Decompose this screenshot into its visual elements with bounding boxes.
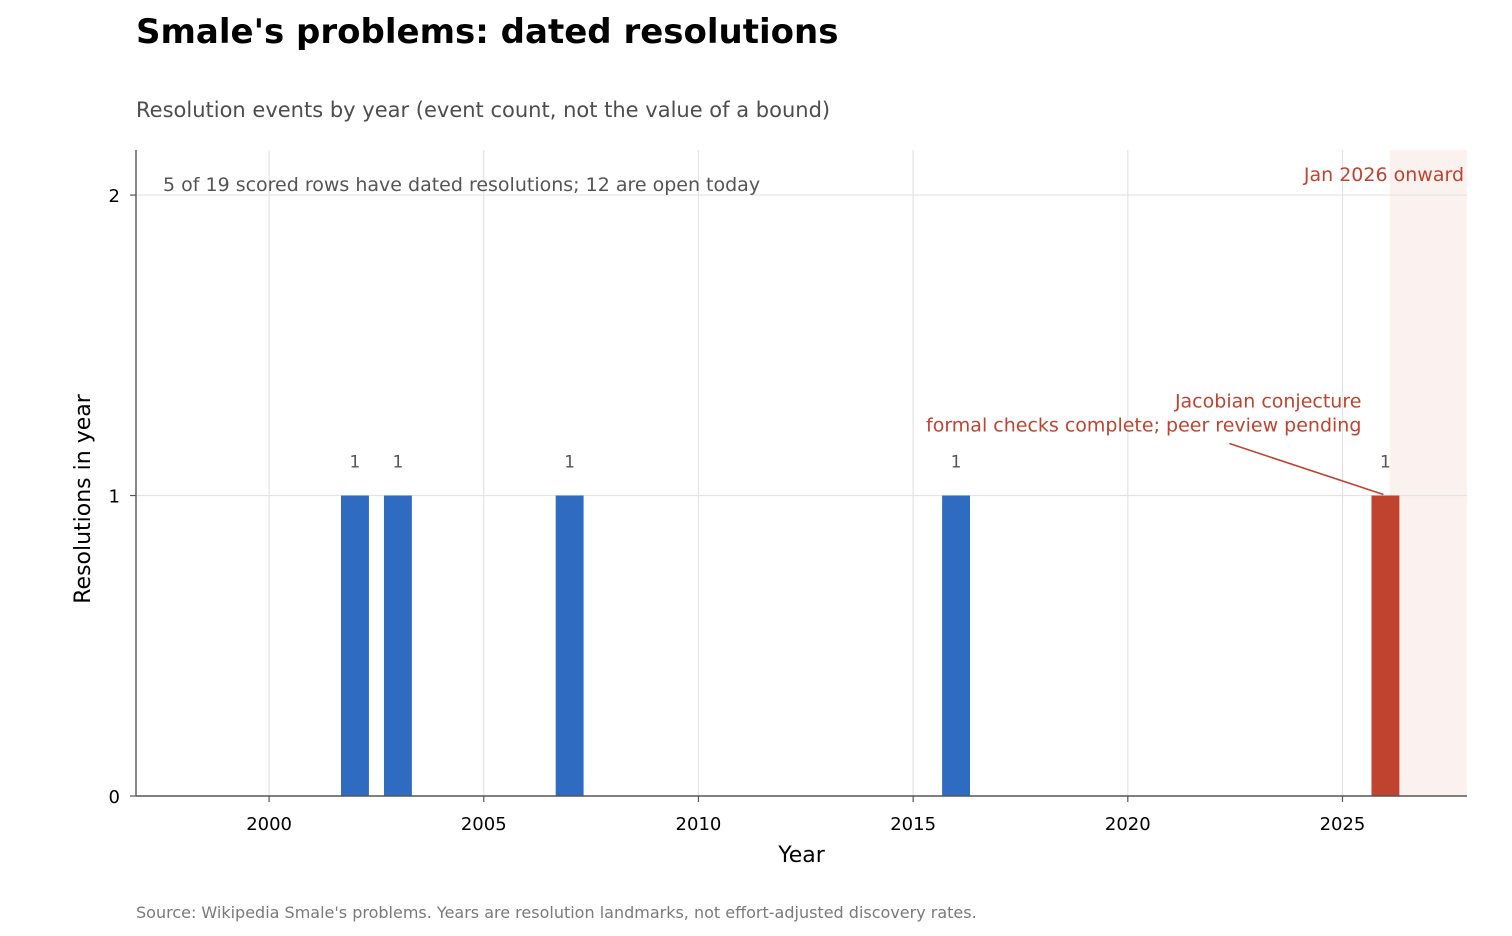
x-axis-label: Year [777,843,826,868]
data-label: 1 [392,453,403,473]
count-note: 5 of 19 scored rows have dated resolutio… [163,174,760,196]
data-label: 1 [951,453,962,473]
chart-plot: 2000 2005 2010 2015 2020 2025 0 1 2 Year Resolutio… [71,150,1467,868]
shaded-region [1389,150,1467,796]
bar [383,495,412,796]
data-label: 1 [1380,453,1391,473]
bar [555,495,584,796]
callout-leader-line [1229,442,1384,496]
bar [341,495,369,796]
chart-source: Source: Wikipedia Smale's problems. Year… [136,903,977,922]
x-tick-label: 2020 [1105,814,1151,835]
x-tick-label: 2000 [246,814,292,835]
shaded-region-label: Jan 2026 onward [1303,164,1464,186]
callout-title: Jacobian conjecture [1174,391,1361,413]
data-label: 1 [564,453,575,473]
bar [942,495,971,796]
x-tick-label: 2005 [461,814,507,835]
chart-subtitle: Resolution events by year (event count, … [136,98,831,122]
data-label: 1 [350,453,361,473]
y-tick-label: 1 [109,487,120,508]
callout-note: formal checks complete; peer review pend… [926,415,1361,437]
y-axis-label: Resolutions in year [71,393,96,603]
chart-title: Smale's problems: dated resolutions [136,12,839,52]
x-tick-label: 2015 [890,814,936,835]
x-tick-label: 2025 [1320,814,1366,835]
x-tick-label: 2010 [676,814,722,835]
y-tick-label: 0 [109,787,120,808]
bar [1371,495,1400,796]
y-tick-label: 2 [109,186,120,207]
